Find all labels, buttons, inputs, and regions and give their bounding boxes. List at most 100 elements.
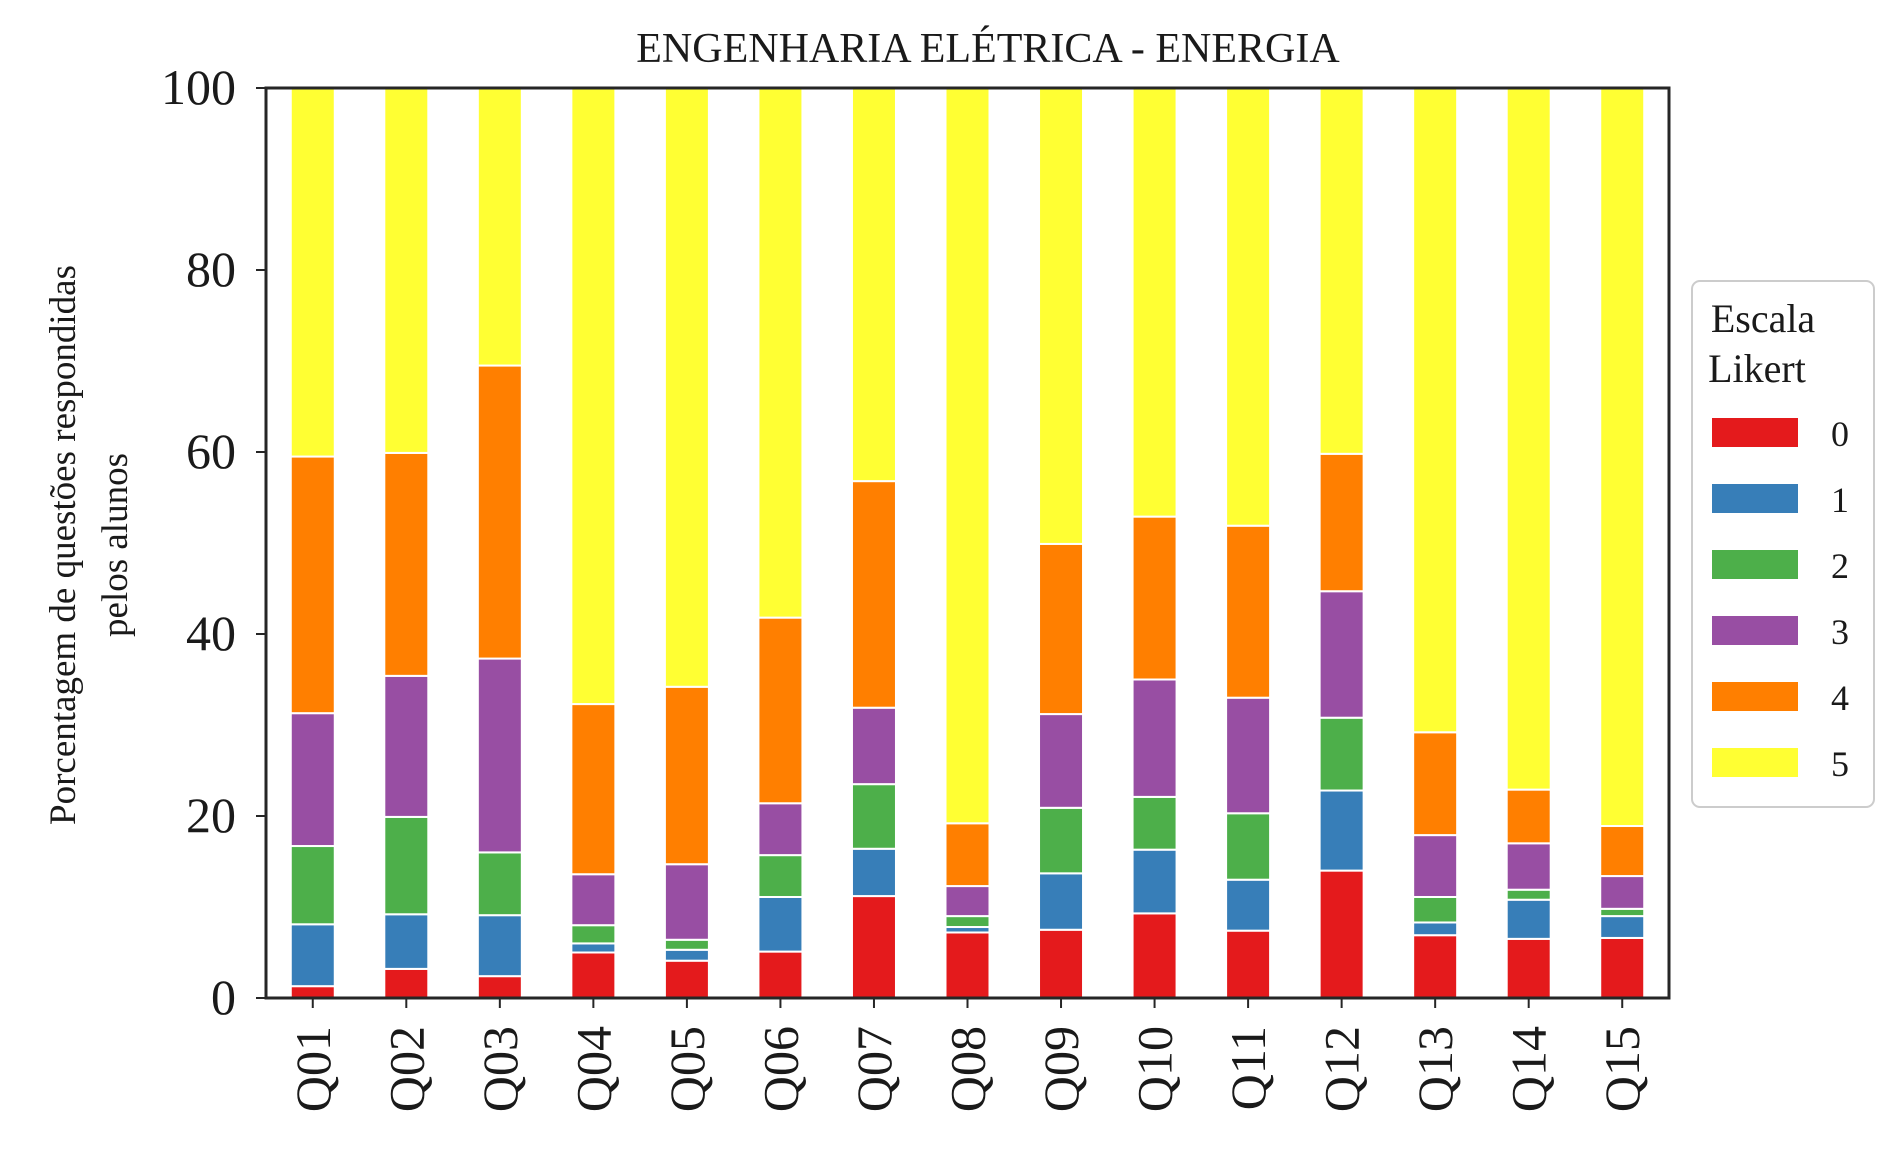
x-tick-label-q13: Q13 [1407, 1026, 1463, 1112]
bar-q04-level-4 [570, 703, 617, 876]
bar-q09-level-2 [1038, 806, 1085, 875]
bar-q14-level-3 [1505, 842, 1552, 891]
bar-q04-level-3 [570, 873, 617, 927]
bar-q06-level-1 [757, 895, 804, 953]
legend-swatch-2 [1712, 550, 1798, 579]
bar-q07-level-4 [850, 480, 897, 709]
bar-q07-level-5 [850, 87, 897, 483]
legend-swatch-1 [1712, 484, 1798, 513]
y-axis-label: Porcentagem de questões respondidas pelo… [43, 265, 136, 825]
x-tick-label-q12: Q12 [1314, 1026, 1370, 1112]
bar-q02-level-2 [383, 815, 430, 916]
bar-q08-level-5 [944, 87, 991, 825]
legend-swatch-5 [1712, 748, 1798, 777]
bar-q13-level-2 [1412, 895, 1459, 924]
bar-q09-level-3 [1038, 713, 1085, 809]
bars-layer [289, 87, 1646, 1000]
bar-q06-level-2 [757, 854, 804, 898]
x-ticks-layer: Q01 Q02 Q03 Q04 Q05 Q06 Q07 Q08 Q09 Q10 Q11 Q12 Q13 Q… [285, 998, 1650, 1112]
x-tick-label-q02: Q02 [378, 1026, 434, 1112]
bar-q03-level-1 [476, 914, 523, 978]
bar-q02-level-0 [383, 967, 430, 1000]
bar-q06-level-5 [757, 87, 804, 619]
bar-q13-level-5 [1412, 87, 1459, 734]
bar-q01-level-2 [289, 845, 336, 926]
legend-title-line-1: Escala [1711, 296, 1816, 341]
bar-q11-level-0 [1225, 929, 1272, 999]
x-tick-label-q01: Q01 [285, 1026, 341, 1112]
x-tick-label-q05: Q05 [659, 1026, 715, 1112]
bar-q05-level-5 [663, 87, 710, 688]
bar-q13-level-4 [1412, 731, 1459, 837]
bar-q06-level-0 [757, 950, 804, 1000]
bar-q05-level-1 [663, 948, 710, 962]
bar-q14-level-2 [1505, 888, 1552, 901]
y-axis-label-line-2: pelos alunos [95, 453, 136, 637]
bar-q13-level-1 [1412, 921, 1459, 937]
x-tick-label-q10: Q10 [1127, 1026, 1183, 1112]
bar-q01-level-5 [289, 87, 336, 458]
bar-q03-level-4 [476, 364, 523, 660]
bar-q06-level-4 [757, 616, 804, 805]
bar-q01-level-1 [289, 923, 336, 988]
bar-q03-level-5 [476, 87, 523, 367]
legend-label-2: 2 [1831, 546, 1849, 586]
bar-q10-level-4 [1131, 515, 1178, 681]
legend-swatch-0 [1712, 418, 1798, 447]
bar-q10-level-2 [1131, 795, 1178, 851]
bar-q01-level-3 [289, 712, 336, 848]
legend-label-0: 0 [1831, 414, 1849, 454]
bar-q05-level-4 [663, 685, 710, 866]
bar-q10-level-3 [1131, 678, 1178, 798]
legend-swatch-4 [1712, 682, 1798, 711]
bar-q11-level-3 [1225, 696, 1272, 815]
bar-q10-level-5 [1131, 87, 1178, 518]
bar-q08-level-4 [944, 822, 991, 888]
bar-q07-level-2 [850, 783, 897, 850]
bar-q07-level-3 [850, 706, 897, 786]
y-tick-label-20: 20 [186, 787, 236, 843]
x-tick-label-q11: Q11 [1220, 1026, 1276, 1110]
bar-q12-level-1 [1318, 789, 1365, 872]
bar-q14-level-4 [1505, 788, 1552, 845]
bar-q11-level-2 [1225, 812, 1272, 881]
bar-q03-level-2 [476, 851, 523, 917]
bar-q05-level-3 [663, 863, 710, 941]
x-tick-label-q03: Q03 [472, 1026, 528, 1112]
bar-q14-level-5 [1505, 87, 1552, 791]
y-ticks-layer: 0 20 40 60 80 100 [161, 59, 266, 1025]
bar-q12-level-0 [1318, 869, 1365, 999]
x-tick-label-q14: Q14 [1501, 1026, 1557, 1112]
legend-label-3: 3 [1831, 612, 1849, 652]
legend-label-4: 4 [1831, 678, 1849, 718]
x-tick-label-q09: Q09 [1033, 1026, 1089, 1112]
bar-q13-level-0 [1412, 934, 1459, 1000]
bar-q03-level-0 [476, 975, 523, 999]
bar-q02-level-1 [383, 913, 430, 970]
bar-q02-level-3 [383, 674, 430, 818]
x-tick-label-q08: Q08 [940, 1026, 996, 1112]
bar-q09-level-1 [1038, 872, 1085, 931]
bar-q09-level-4 [1038, 542, 1085, 716]
legend-title-line-2: Likert [1708, 346, 1806, 391]
bar-q07-level-1 [850, 847, 897, 898]
bar-q07-level-0 [850, 895, 897, 1000]
bar-q11-level-1 [1225, 878, 1272, 932]
bar-q15-level-5 [1599, 87, 1646, 828]
bar-q12-level-4 [1318, 452, 1365, 593]
bar-q11-level-4 [1225, 524, 1272, 699]
bar-q05-level-2 [663, 938, 710, 951]
x-tick-label-q15: Q15 [1594, 1026, 1650, 1112]
bar-q14-level-1 [1505, 898, 1552, 940]
legend-items: 0 1 2 3 4 5 [1712, 414, 1849, 784]
bar-q02-level-5 [383, 87, 430, 454]
bar-q05-level-0 [663, 959, 710, 1000]
bar-q09-level-0 [1038, 928, 1085, 999]
bar-q08-level-0 [944, 931, 991, 999]
bar-q08-level-3 [944, 885, 991, 918]
bar-q09-level-5 [1038, 87, 1085, 545]
bar-q08-level-2 [944, 915, 991, 929]
bar-q06-level-3 [757, 802, 804, 857]
